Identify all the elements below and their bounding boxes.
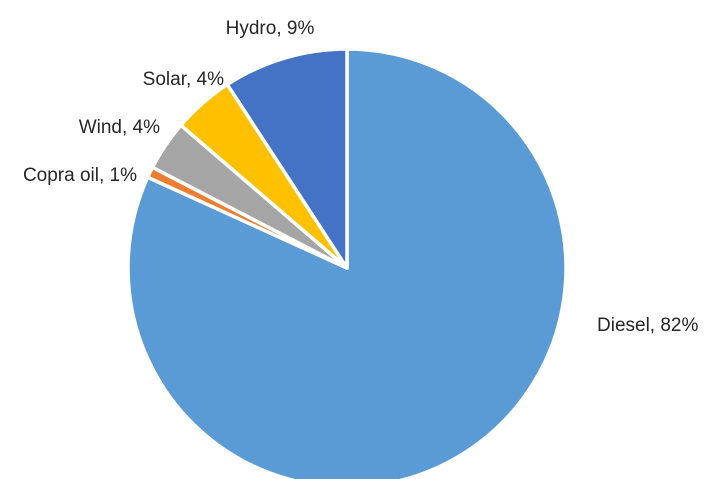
pie-slices: [126, 47, 568, 479]
pie-labels: Diesel, 82% Copra oil, 1% Wind, 4% Solar, 4…: [23, 18, 699, 336]
pie-label-copra-oil: Copra oil, 1%: [23, 165, 137, 186]
pie-slice-hydro: [225, 47, 349, 270]
pie-label-hydro: Hydro, 9%: [226, 18, 315, 39]
pie-label-solar: Solar, 4%: [143, 69, 224, 90]
pie-label-wind: Wind, 4%: [79, 117, 160, 138]
pie-label-diesel: Diesel, 82%: [597, 315, 698, 336]
